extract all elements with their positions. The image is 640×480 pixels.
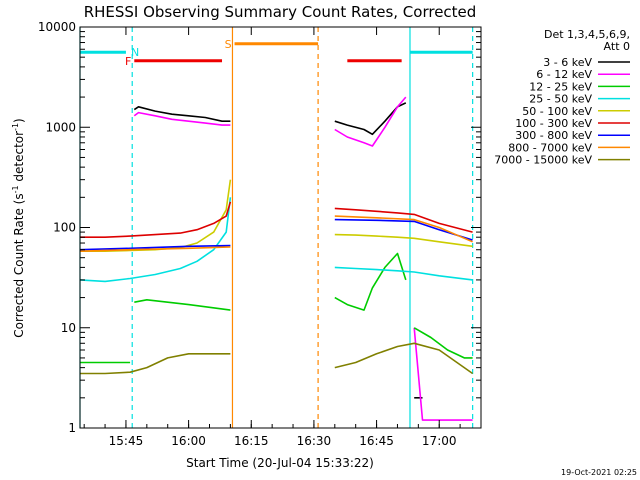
y-axis-label: Corrected Count Rate (s-1 detector-1): [11, 118, 26, 337]
legend-header-1: Det 1,3,4,5,6,9,: [544, 28, 630, 41]
y-tick-label-3: 100: [53, 221, 76, 235]
series-6-line-2: [334, 207, 473, 233]
flag-label-f: F: [125, 55, 131, 68]
series-5-line-1: [80, 179, 232, 252]
legend-label-7: 300 - 800 keV: [515, 129, 592, 142]
x-tick-label-4: 16:30: [297, 434, 332, 448]
legend-label-1: 3 - 6 keV: [543, 56, 592, 69]
x-tick-label-1: 15:45: [109, 434, 144, 448]
series-2-line-3: [413, 327, 473, 421]
x-tick-label-3: 16:15: [234, 434, 269, 448]
flag-label-s: S: [225, 38, 232, 51]
series-7-line-1: [79, 244, 231, 251]
series-3-line-4: [413, 327, 473, 359]
series-4-line-1: [79, 197, 232, 283]
flag-label-n: N: [131, 46, 139, 59]
legend-label-3: 12 - 25 keV: [529, 80, 592, 93]
legend-label-5: 50 - 100 keV: [522, 105, 592, 118]
data-layer: NF S: [79, 27, 474, 428]
y-label-part-2: detector: [12, 131, 26, 186]
x-tick-label-5: 16:45: [359, 434, 394, 448]
series-5-line-2: [334, 233, 473, 248]
legend-label-8: 800 - 7000 keV: [508, 141, 592, 154]
x-tick-label-6: 17:00: [422, 434, 457, 448]
legend-label-4: 25 - 50 keV: [529, 93, 592, 106]
series-4-line-2: [334, 266, 473, 281]
x-axis-label: Start Time (20-Jul-04 15:33:22): [186, 456, 374, 470]
y-label-part-1: Corrected Count Rate (s: [12, 193, 26, 337]
legend-label-2: 6 - 12 keV: [536, 68, 592, 81]
series-2-line-1: [133, 111, 231, 126]
series-1-line-1: [133, 106, 231, 122]
series-8-line-1: [79, 246, 231, 252]
chart-title: RHESSI Observing Summary Count Rates, Co…: [84, 3, 477, 21]
legend-label-6: 100 - 300 keV: [515, 117, 592, 130]
series-6-line-1: [80, 201, 232, 238]
ticks-layer: 15:45 16:00 16:15 16:30 16:45 17:00 1 10 100 1000…: [38, 20, 482, 448]
series-8-line-2: [334, 215, 473, 243]
y-tick-label-1: 1: [68, 421, 76, 435]
series-9-line-1: [80, 352, 231, 375]
series-1-line-2: [334, 102, 407, 136]
y-label-sup-1: -1: [11, 185, 20, 193]
y-label-part-3: ): [12, 118, 26, 123]
legend-label-9: 7000 - 15000 keV: [494, 154, 592, 167]
series-3-line-3: [334, 252, 407, 311]
series-2-line-2: [334, 96, 407, 147]
y-tick-label-4: 1000: [45, 120, 76, 134]
x-tick-label-2: 16:00: [171, 434, 206, 448]
timestamp: 19-Oct-2021 02:25: [561, 468, 637, 477]
y-tick-label-5: 10000: [38, 20, 76, 34]
series-3-line-2: [134, 298, 231, 311]
plot-frame: [79, 26, 482, 429]
y-tick-label-2: 10: [61, 321, 76, 335]
y-label-sup-2: -1: [11, 123, 20, 131]
series-9-line-2: [334, 342, 474, 375]
legend-header-2: Att 0: [604, 40, 630, 53]
